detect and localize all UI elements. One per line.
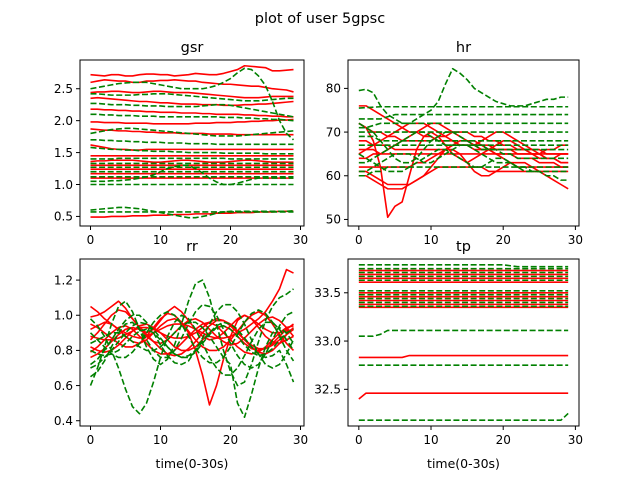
series-line-green-18	[358, 122, 569, 164]
series-group	[358, 67, 569, 219]
axes-frame	[347, 59, 580, 227]
series-line-red-6	[90, 118, 294, 125]
series-line-green-16	[90, 321, 295, 383]
subplot-gsr: 0 10 20 30 0.5 1.0 1.5 2.0 2.5 gsr	[54, 40, 308, 247]
series-line-green-21	[90, 139, 294, 146]
series-line-green-10	[89, 279, 294, 387]
y-tick-label: 32.5	[314, 383, 341, 397]
series-line-red-1	[90, 268, 294, 339]
series-line-red-3	[90, 90, 294, 99]
x-tick-label: 0	[87, 433, 95, 447]
x-tick-label: 10	[423, 433, 438, 447]
y-tick-label: 60	[326, 169, 341, 183]
series-line-green-14	[358, 122, 569, 129]
y-tick-label: 70	[326, 125, 341, 139]
y-tick-label: 2.0	[54, 114, 73, 128]
series-line-red-10	[358, 354, 569, 359]
subplot-title: hr	[456, 40, 471, 56]
series-line-red-4	[90, 96, 294, 107]
x-tick-label: 20	[496, 433, 511, 447]
series-line-red-10	[358, 122, 569, 219]
series-line-red-7	[90, 128, 294, 136]
series-line-green-11	[358, 67, 569, 125]
y-tick-label: 2.5	[54, 82, 73, 96]
series-line-red-10	[90, 159, 294, 163]
series-line-green-16	[358, 135, 569, 142]
y-tick-label: 1.0	[54, 309, 73, 323]
series-line-green-12	[89, 314, 295, 415]
series-line-green-12	[358, 105, 569, 109]
series-line-green-15	[90, 321, 295, 419]
y-tick-label: 33.0	[314, 334, 341, 348]
series-line-red-5	[89, 309, 295, 346]
y-tick-label: 50	[326, 213, 341, 227]
series-group	[358, 263, 569, 422]
figure-title: plot of user 5gpsc	[255, 11, 385, 27]
series-line-green-28	[90, 164, 294, 186]
subplot-tp: 0 10 20 30 32.5 33.0 33.5 tp time(0-30s)	[314, 239, 583, 471]
series-line-green-19	[90, 113, 294, 122]
x-tick-label: 0	[355, 433, 363, 447]
series-line-green-24	[358, 412, 569, 422]
x-tick-label: 30	[293, 433, 308, 447]
y-tick-label: 1.5	[54, 146, 73, 160]
series-line-green-22	[358, 148, 569, 173]
y-tick-label: 0.4	[54, 414, 73, 428]
x-tick-label: 10	[153, 233, 168, 247]
x-axis-label: time(0-30s)	[156, 456, 229, 471]
axes-frame	[79, 59, 305, 227]
series-line-red-8	[90, 310, 295, 352]
series-line-green-22	[358, 329, 569, 338]
series-line-green-22	[90, 146, 294, 155]
subplot-title: gsr	[181, 40, 204, 56]
axes-frame	[79, 258, 305, 427]
subplot-grid: 0 10 20 30 0.5 1.0 1.5 2.0 2.5 gsr 0 10 20 30 50 60 70 80…	[54, 40, 583, 471]
series-line-red-2	[90, 300, 294, 341]
x-tick-label: 10	[423, 233, 438, 247]
series-line-green-17	[90, 324, 294, 359]
series-line-red-6	[90, 323, 294, 353]
axes-frame	[347, 258, 580, 427]
subplot-title: rr	[186, 239, 198, 255]
x-tick-label: 10	[153, 433, 168, 447]
x-tick-label: 30	[293, 233, 308, 247]
series-line-green-20	[358, 144, 569, 181]
series-line-green-11	[90, 303, 294, 378]
series-line-green-23	[90, 157, 294, 160]
series-line-red-2	[90, 78, 294, 93]
y-tick-label: 33.5	[314, 286, 341, 300]
y-tick-label: 80	[326, 82, 341, 96]
x-tick-label: 30	[568, 233, 583, 247]
subplot-rr: 0 10 20 30 0.4 0.6 0.8 1.0 1.2 rr time(0-30s)	[54, 239, 308, 471]
series-line-red-9	[90, 319, 295, 359]
series-line-red-8	[90, 144, 294, 151]
series-line-red-8	[358, 148, 569, 190]
y-tick-label: 0.5	[54, 210, 73, 224]
series-line-green-21	[358, 166, 569, 177]
series-group	[89, 268, 295, 419]
series-line-green-14	[89, 309, 295, 364]
x-tick-label: 30	[568, 433, 583, 447]
series-line-red-11	[358, 392, 569, 400]
subplot-hr: 0 10 20 30 50 60 70 80 hr	[326, 40, 583, 247]
x-tick-label: 20	[223, 233, 238, 247]
x-tick-label: 20	[223, 433, 238, 447]
x-axis-label: time(0-30s)	[427, 456, 500, 471]
y-tick-label: 0.6	[54, 379, 73, 393]
x-tick-label: 0	[355, 233, 363, 247]
x-tick-label: 20	[496, 233, 511, 247]
y-tick-label: 0.8	[54, 344, 73, 358]
subplot-title: tp	[456, 239, 471, 255]
x-tick-label: 0	[87, 233, 95, 247]
series-line-green-13	[90, 303, 295, 369]
series-group	[90, 64, 295, 219]
series-line-red-1	[90, 64, 294, 77]
y-tick-label: 1.2	[54, 273, 73, 287]
series-line-green-12	[358, 263, 569, 268]
y-tick-label: 1.0	[54, 178, 73, 192]
series-line-green-13	[358, 113, 569, 120]
series-line-red-5	[90, 108, 294, 118]
